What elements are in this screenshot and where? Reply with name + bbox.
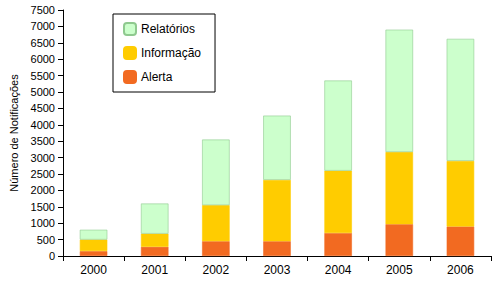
svg-text:2500: 2500 bbox=[31, 168, 55, 180]
svg-text:5500: 5500 bbox=[31, 70, 55, 82]
svg-text:2005: 2005 bbox=[386, 263, 413, 277]
svg-text:2000: 2000 bbox=[80, 263, 107, 277]
svg-text:6500: 6500 bbox=[31, 37, 55, 49]
svg-text:2001: 2001 bbox=[141, 263, 168, 277]
svg-text:7000: 7000 bbox=[31, 20, 55, 32]
svg-text:2003: 2003 bbox=[264, 263, 291, 277]
svg-text:2006: 2006 bbox=[447, 263, 474, 277]
svg-text:1500: 1500 bbox=[31, 201, 55, 213]
svg-text:1000: 1000 bbox=[31, 217, 55, 229]
svg-text:2004: 2004 bbox=[325, 263, 352, 277]
svg-text:Relatórios: Relatórios bbox=[141, 22, 195, 36]
svg-text:Número de Notificações: Número de Notificações bbox=[8, 74, 20, 192]
svg-text:3500: 3500 bbox=[31, 135, 55, 147]
svg-text:500: 500 bbox=[37, 234, 55, 246]
svg-text:3000: 3000 bbox=[31, 152, 55, 164]
svg-text:Alerta: Alerta bbox=[141, 70, 173, 84]
svg-text:2002: 2002 bbox=[203, 263, 230, 277]
svg-text:6000: 6000 bbox=[31, 53, 55, 65]
svg-text:4000: 4000 bbox=[31, 119, 55, 131]
svg-text:4500: 4500 bbox=[31, 102, 55, 114]
svg-text:7500: 7500 bbox=[31, 4, 55, 16]
svg-text:2000: 2000 bbox=[31, 184, 55, 196]
svg-text:0: 0 bbox=[49, 250, 55, 262]
svg-text:Informação: Informação bbox=[141, 46, 201, 60]
svg-text:5000: 5000 bbox=[31, 86, 55, 98]
